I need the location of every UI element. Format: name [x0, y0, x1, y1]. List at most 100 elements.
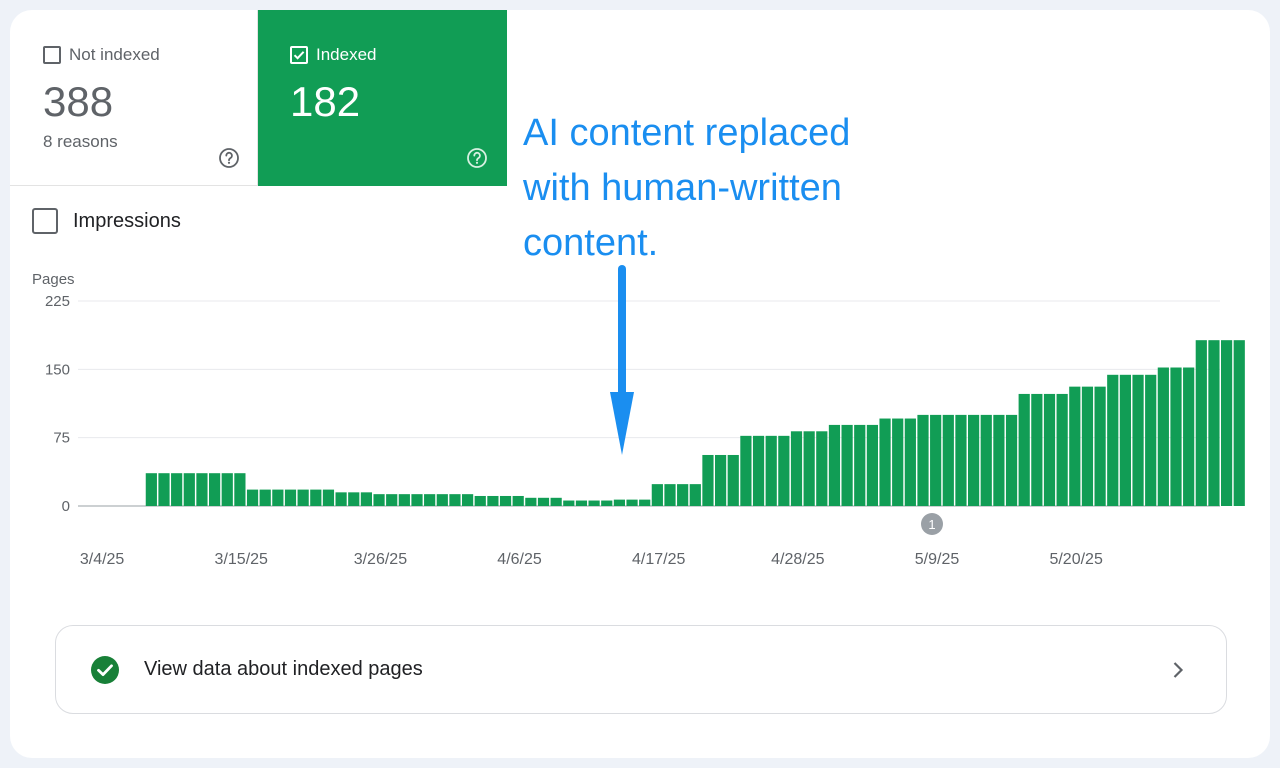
not-indexed-label-row: Not indexed: [43, 45, 160, 65]
bar[interactable]: [980, 414, 992, 506]
bar[interactable]: [234, 473, 246, 506]
bar[interactable]: [930, 414, 942, 506]
bar[interactable]: [196, 473, 208, 506]
bar[interactable]: [664, 484, 676, 506]
bar[interactable]: [854, 424, 866, 506]
bar[interactable]: [892, 418, 904, 506]
bar[interactable]: [1056, 393, 1068, 506]
bar[interactable]: [462, 494, 474, 506]
bar[interactable]: [398, 494, 410, 506]
bar[interactable]: [221, 473, 233, 506]
bar[interactable]: [752, 435, 765, 506]
bar[interactable]: [537, 497, 550, 506]
bar[interactable]: [639, 499, 651, 506]
bar[interactable]: [841, 424, 853, 506]
bar[interactable]: [246, 489, 259, 506]
bar[interactable]: [563, 500, 575, 506]
bar[interactable]: [158, 473, 170, 506]
bar[interactable]: [1170, 367, 1182, 506]
bar[interactable]: [917, 414, 929, 506]
bar[interactable]: [373, 494, 385, 506]
bar[interactable]: [626, 499, 638, 506]
bar[interactable]: [183, 473, 195, 506]
not-indexed-checkbox[interactable]: [43, 46, 61, 64]
bar[interactable]: [550, 497, 562, 506]
bar[interactable]: [1069, 386, 1081, 506]
bar[interactable]: [386, 494, 398, 506]
bar[interactable]: [310, 489, 322, 506]
bar[interactable]: [145, 473, 157, 506]
bar[interactable]: [1132, 374, 1144, 506]
bar[interactable]: [993, 414, 1005, 506]
view-indexed-pages-row[interactable]: View data about indexed pages: [55, 625, 1227, 714]
bar[interactable]: [436, 494, 448, 506]
impressions-checkbox[interactable]: [32, 208, 58, 234]
bar[interactable]: [1081, 386, 1094, 506]
bar[interactable]: [816, 431, 828, 506]
bar[interactable]: [1233, 340, 1245, 506]
impressions-toggle[interactable]: Impressions: [32, 208, 181, 234]
tab-not-indexed[interactable]: Not indexed 388 8 reasons: [10, 10, 258, 186]
tab-indexed[interactable]: Indexed 182: [258, 10, 507, 186]
bar[interactable]: [1183, 367, 1195, 506]
bar[interactable]: [765, 435, 777, 506]
bar[interactable]: [1005, 414, 1018, 506]
bar[interactable]: [1094, 386, 1106, 506]
bar[interactable]: [272, 489, 284, 506]
bar[interactable]: [1208, 340, 1220, 506]
bar[interactable]: [879, 418, 891, 506]
bar[interactable]: [702, 454, 714, 506]
indexed-checkbox[interactable]: [290, 46, 308, 64]
chevron-right-icon: [1173, 662, 1184, 678]
bar[interactable]: [778, 435, 790, 506]
bar[interactable]: [575, 500, 588, 506]
bar[interactable]: [740, 435, 752, 506]
help-icon[interactable]: [218, 147, 240, 169]
event-marker[interactable]: 1: [921, 513, 943, 535]
bar[interactable]: [601, 500, 613, 506]
bar[interactable]: [360, 492, 372, 506]
bar[interactable]: [790, 431, 803, 506]
bar[interactable]: [1107, 374, 1119, 506]
bar[interactable]: [259, 489, 271, 506]
bar[interactable]: [284, 489, 297, 506]
bar[interactable]: [727, 454, 739, 506]
bar[interactable]: [613, 499, 625, 506]
bar[interactable]: [1195, 340, 1207, 506]
bar[interactable]: [1221, 340, 1233, 506]
bar[interactable]: [828, 424, 841, 506]
x-tick-label: 4/17/25: [632, 551, 685, 568]
bar[interactable]: [1157, 367, 1169, 506]
bar[interactable]: [512, 495, 524, 506]
bar[interactable]: [322, 489, 335, 506]
bar[interactable]: [499, 495, 512, 506]
bar[interactable]: [651, 484, 663, 506]
bar[interactable]: [689, 484, 701, 506]
bar[interactable]: [424, 494, 436, 506]
bar[interactable]: [677, 484, 689, 506]
bar[interactable]: [955, 414, 967, 506]
bar[interactable]: [525, 497, 537, 506]
bar[interactable]: [449, 494, 461, 506]
bar[interactable]: [968, 414, 980, 506]
bar[interactable]: [171, 473, 183, 506]
bar[interactable]: [803, 431, 815, 506]
bar[interactable]: [588, 500, 600, 506]
bar[interactable]: [1031, 393, 1043, 506]
bar[interactable]: [942, 414, 954, 506]
bar[interactable]: [474, 495, 486, 506]
help-icon[interactable]: [466, 147, 488, 169]
bar[interactable]: [297, 489, 309, 506]
bar[interactable]: [1119, 374, 1131, 506]
bar[interactable]: [1018, 393, 1030, 506]
bar[interactable]: [411, 494, 423, 506]
bar[interactable]: [1145, 374, 1157, 506]
bar[interactable]: [335, 492, 347, 506]
bar[interactable]: [348, 492, 360, 506]
bar[interactable]: [904, 418, 916, 506]
bar[interactable]: [866, 424, 878, 506]
bar[interactable]: [487, 495, 499, 506]
bar[interactable]: [1043, 393, 1056, 506]
bar[interactable]: [715, 454, 727, 506]
bar[interactable]: [209, 473, 221, 506]
